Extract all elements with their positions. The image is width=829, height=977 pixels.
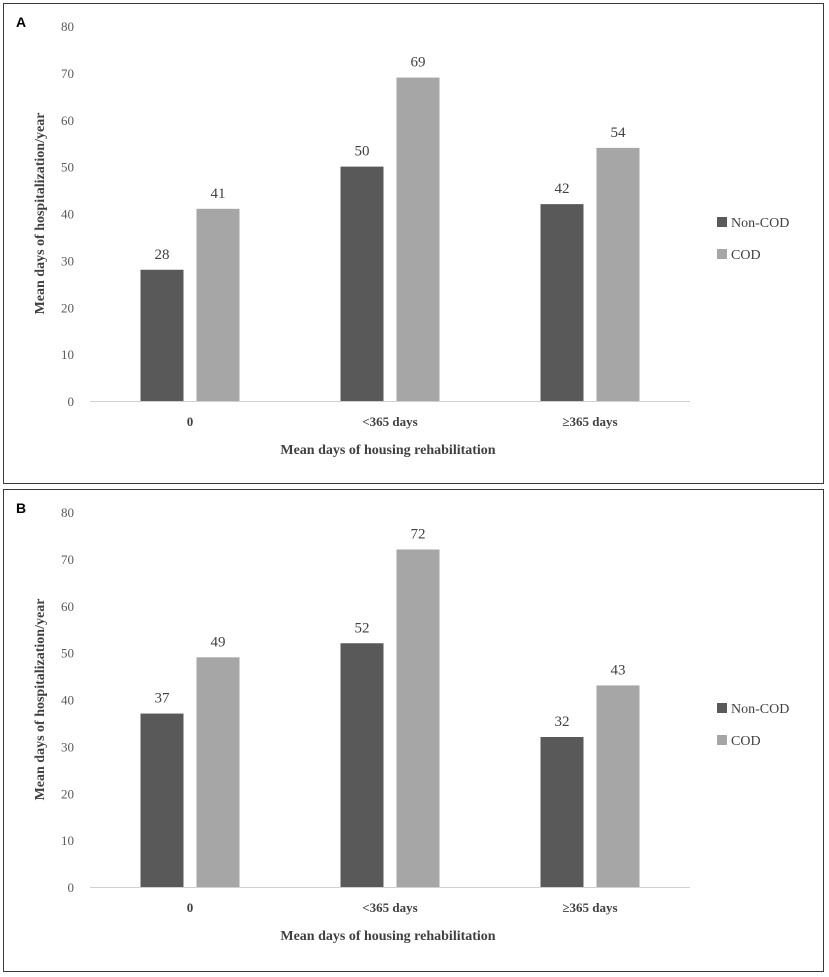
x-category-label: <365 days: [362, 414, 417, 429]
panel-label: A: [16, 14, 27, 30]
panel-label: B: [16, 500, 27, 516]
legend-swatch-cod: [717, 249, 727, 259]
bar-chart-a: 0 10 20 30 40 50 60 70 80 28 41 0 50 69 <365 days 42 54 ≥…: [33, 19, 789, 458]
y-tick-label: 60: [61, 113, 74, 128]
bar-chart-b: 0 10 20 30 40 50 60 70 80 37 49 0 52 72 <365 days 32 43 ≥…: [33, 505, 789, 944]
y-tick-label: 60: [61, 599, 74, 614]
y-tick-label: 50: [61, 646, 74, 661]
x-category-label: ≥365 days: [562, 414, 617, 429]
y-tick-label: 50: [61, 160, 74, 175]
legend-label: COD: [731, 734, 761, 749]
y-tick-label: 10: [61, 347, 74, 362]
x-category-label: ≥365 days: [562, 900, 617, 915]
x-category-label: 0: [187, 900, 194, 915]
bar-non-cod-2: [540, 737, 584, 887]
chart-panel-b: B 0 10 20 30 40 50 60 70 80 37 49 0 52 72 <365 days 32 4…: [3, 489, 824, 972]
legend-swatch-cod: [717, 735, 727, 745]
bar-cod-0: [196, 208, 240, 401]
x-category-label: <365 days: [362, 900, 417, 915]
chart-panel-a: A 0 10 20 30 40 50 60 70 80 28 41 0 50 69 <365 days 42 5…: [3, 3, 824, 484]
legend-swatch-non-cod: [717, 217, 727, 227]
data-label: 28: [155, 247, 170, 263]
bar-non-cod-1: [340, 643, 384, 887]
data-label: 37: [155, 691, 171, 707]
bar-non-cod-0: [140, 269, 184, 401]
y-tick-label: 70: [61, 66, 74, 81]
data-label: 69: [411, 55, 426, 71]
data-label: 42: [555, 181, 570, 197]
y-tick-label: 40: [61, 693, 74, 708]
y-tick-label: 20: [61, 786, 74, 801]
legend-label: Non-COD: [731, 216, 789, 231]
bar-non-cod-1: [340, 166, 384, 401]
y-tick-label: 0: [68, 880, 75, 895]
bar-non-cod-2: [540, 204, 584, 401]
legend-label: Non-COD: [731, 702, 789, 717]
legend-swatch-non-cod: [717, 703, 727, 713]
y-axis-title: Mean days of hospitalization/year: [33, 599, 48, 801]
data-label: 54: [611, 125, 627, 141]
y-tick-label: 30: [61, 739, 74, 754]
y-tick-label: 0: [68, 394, 75, 409]
y-tick-label: 80: [61, 19, 74, 34]
data-label: 52: [355, 620, 370, 636]
bar-non-cod-0: [140, 713, 184, 887]
data-label: 50: [355, 144, 370, 160]
y-tick-label: 70: [61, 552, 74, 567]
x-axis-title: Mean days of housing rehabilitation: [280, 929, 495, 944]
y-tick-label: 30: [61, 253, 74, 268]
bar-cod-2: [596, 685, 640, 887]
y-tick-label: 40: [61, 207, 74, 222]
data-label: 72: [411, 527, 426, 543]
bar-cod-0: [196, 657, 240, 887]
bar-cod-2: [596, 147, 640, 401]
x-axis-title: Mean days of housing rehabilitation: [280, 443, 495, 458]
y-tick-label: 20: [61, 300, 74, 315]
data-label: 49: [211, 634, 226, 650]
data-label: 41: [211, 186, 226, 202]
y-axis-title: Mean days of hospitalization/year: [33, 113, 48, 315]
data-label: 32: [555, 714, 570, 730]
y-tick-label: 10: [61, 833, 74, 848]
bar-cod-1: [396, 77, 440, 401]
legend-label: COD: [731, 248, 761, 263]
y-tick-label: 80: [61, 505, 74, 520]
data-label: 43: [611, 662, 626, 678]
bar-cod-1: [396, 549, 440, 887]
x-category-label: 0: [187, 414, 194, 429]
